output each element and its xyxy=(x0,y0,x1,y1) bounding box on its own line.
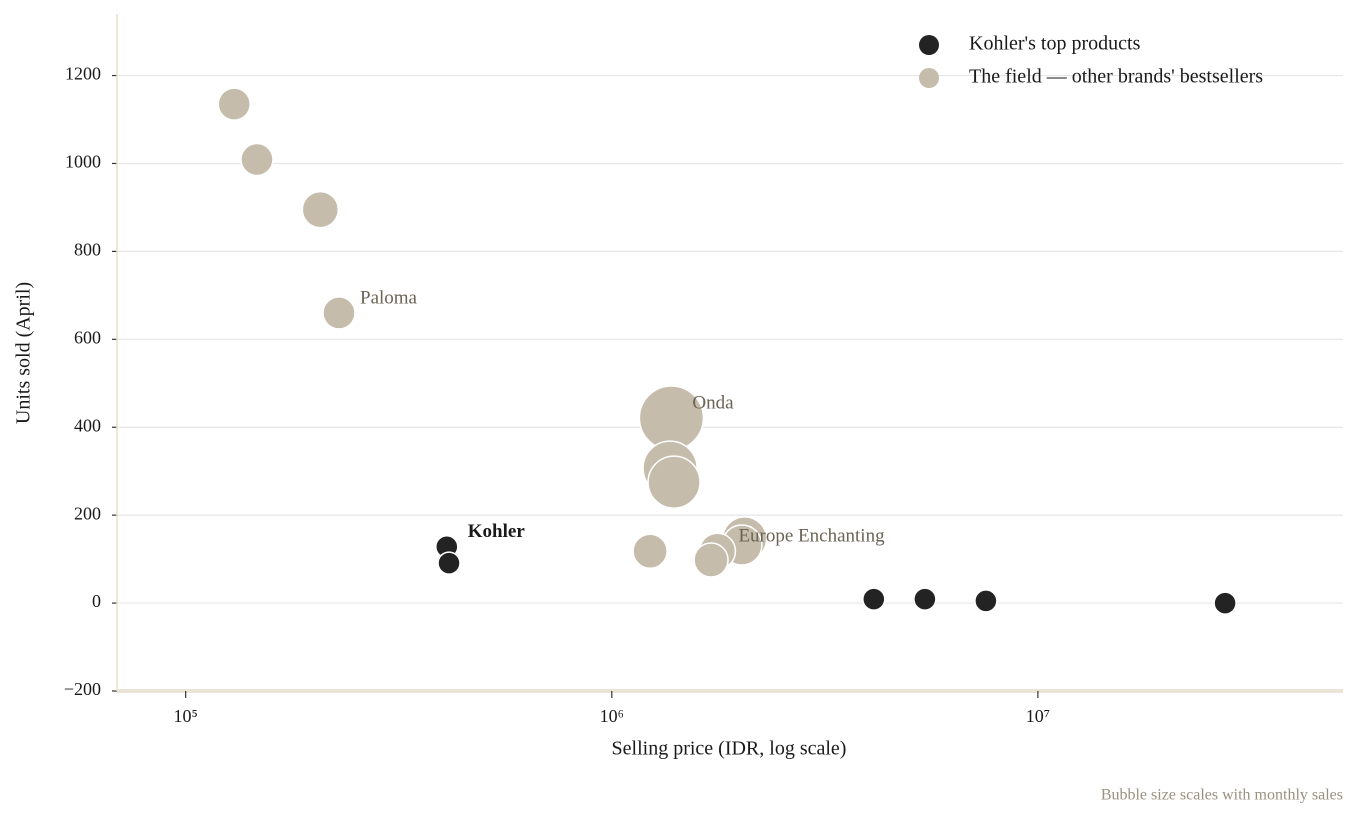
legend-marker xyxy=(919,35,939,55)
bubble xyxy=(693,542,729,578)
point-label: Paloma xyxy=(360,287,418,308)
bubble xyxy=(632,533,668,569)
x-tick-label: 10⁶ xyxy=(600,706,624,726)
y-tick-label: 600 xyxy=(74,327,101,347)
point-label: Kohler xyxy=(468,521,526,542)
y-tick-label: 800 xyxy=(74,240,101,260)
bubble xyxy=(974,589,998,613)
y-tick-label: 1200 xyxy=(65,64,101,84)
legend-marker xyxy=(919,68,939,88)
bubble xyxy=(301,190,340,229)
x-tick-label: 10⁵ xyxy=(174,706,198,726)
bubble xyxy=(437,551,461,575)
y-tick-label: 0 xyxy=(92,591,101,611)
bubble xyxy=(913,587,937,611)
bubble xyxy=(322,296,356,330)
point-label: Onda xyxy=(692,392,734,413)
footnote: Bubble size scales with monthly sales xyxy=(1101,787,1343,804)
bubble xyxy=(862,587,886,611)
bubble xyxy=(647,455,701,509)
legend-label: The field — other brands' bestsellers xyxy=(969,66,1263,88)
y-axis-title: Units sold (April) xyxy=(13,282,35,424)
y-tick-label: −200 xyxy=(64,679,101,699)
bubble xyxy=(1213,591,1237,615)
x-tick-label: 10⁷ xyxy=(1026,706,1050,726)
bubble xyxy=(217,87,251,121)
y-tick-label: 200 xyxy=(74,503,101,523)
y-tick-label: 400 xyxy=(74,415,101,435)
point-label: Europe Enchanting xyxy=(738,526,885,547)
legend-label: Kohler's top products xyxy=(969,33,1141,55)
x-axis-title: Selling price (IDR, log scale) xyxy=(612,738,847,760)
bubble xyxy=(240,142,274,177)
y-tick-label: 1000 xyxy=(65,152,101,172)
